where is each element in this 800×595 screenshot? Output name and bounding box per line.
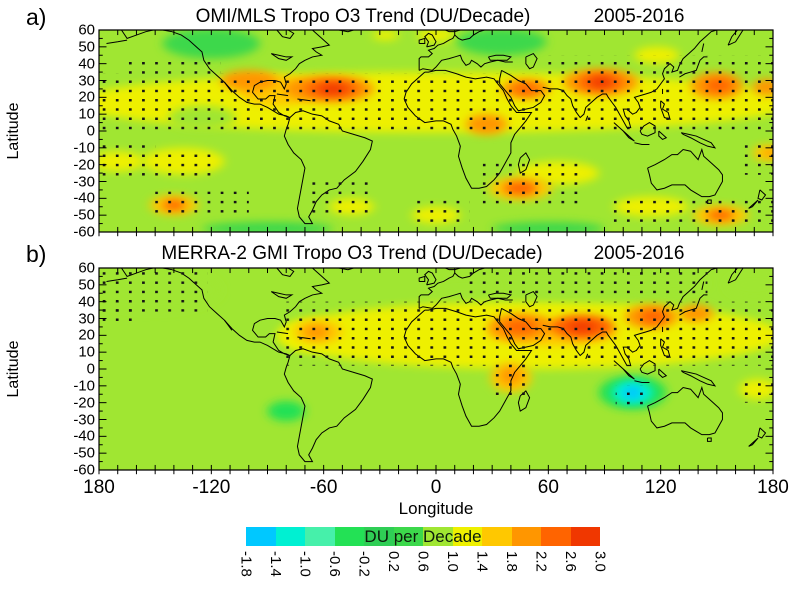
- panel-a-label: a): [26, 4, 47, 30]
- colorbar-tick-label: -1.4: [267, 551, 284, 577]
- lon-tick-label: -60: [309, 477, 338, 498]
- colorbar-tick-label: -0.2: [355, 551, 373, 577]
- lat-tick-label: 10: [78, 343, 95, 361]
- lon-tick-label: -120: [192, 477, 231, 498]
- lat-tick-label: -20: [73, 394, 95, 412]
- panel-a-map: [99, 30, 773, 232]
- colorbar-segment: [393, 527, 423, 546]
- lat-tick-label: 0: [86, 122, 95, 140]
- colorbar-segment: [452, 527, 482, 546]
- stipple-significance: [99, 55, 773, 226]
- colorbar-segment: [541, 527, 571, 546]
- lat-tick-label: -20: [73, 156, 95, 174]
- colorbar-tick-label: 2.6: [562, 551, 579, 572]
- colorbar-segment: [246, 527, 276, 546]
- lat-tick-label: 0: [86, 360, 95, 378]
- map-border: [99, 268, 773, 470]
- panel-b-title: MERRA-2 GMI Tropo O3 Trend (DU/Decade): [161, 243, 543, 264]
- lat-tick-label: 20: [78, 88, 95, 106]
- colorbar: [246, 527, 600, 546]
- panel-a-yaxis-label: Latitude: [5, 102, 22, 160]
- stipple-significance: [99, 271, 773, 410]
- colorbar-tick-label: -1.0: [296, 551, 314, 577]
- lat-tick-label: 50: [78, 276, 95, 294]
- lon-tick-label: 0: [430, 477, 442, 498]
- lon-tick-label: 180: [83, 477, 115, 498]
- panel-b-yaxis-label: Latitude: [5, 340, 22, 398]
- colorbar-segment: [305, 527, 335, 546]
- colorbar-tick-label: 0.2: [385, 551, 402, 572]
- panel-b-map: [99, 268, 773, 470]
- lat-tick-label: 30: [78, 72, 95, 89]
- colorbar-tick-label: 1.0: [444, 551, 461, 572]
- panel-a-period: 2005-2016: [593, 6, 685, 27]
- lon-tick-label: 120: [644, 477, 677, 498]
- lat-tick-label: -50: [73, 444, 95, 462]
- panel-b-label: b): [26, 241, 47, 267]
- colorbar-title: DU per Decade: [364, 527, 482, 546]
- lat-tick-label: -60: [73, 461, 95, 479]
- lat-tick-label: 30: [78, 310, 95, 327]
- lat-tick-label: -40: [73, 427, 95, 445]
- colorbar-tick-label: 2.2: [532, 551, 550, 572]
- colorbar-tick-label: 0.6: [414, 551, 432, 572]
- x-axis-label: Longitude: [398, 499, 474, 518]
- lon-tick-label: 180: [757, 477, 789, 498]
- lat-tick-label: -60: [73, 223, 95, 241]
- lat-tick-label: 40: [78, 293, 95, 311]
- colorbar-segment: [364, 527, 394, 546]
- colorbar-tick-label: 3.0: [591, 551, 609, 572]
- lat-tick-label: -30: [73, 411, 95, 428]
- colorbar-segment: [570, 527, 600, 546]
- colorbar-tick-label: 1.8: [503, 551, 520, 572]
- lat-tick-label: -50: [73, 206, 95, 224]
- colorbar-tick-label: -0.6: [326, 551, 343, 577]
- map-border: [99, 30, 773, 232]
- lat-tick-label: -40: [73, 189, 95, 207]
- axis-ticks: [99, 30, 773, 236]
- map-background: [99, 268, 773, 470]
- lat-tick-label: 10: [78, 105, 95, 123]
- colorbar-segment: [334, 527, 364, 546]
- colorbar-segment: [482, 527, 512, 546]
- panel-b-period: 2005-2016: [593, 243, 685, 264]
- lon-tick-label: 60: [537, 477, 559, 498]
- lat-tick-label: 40: [78, 55, 95, 73]
- lat-tick-label: -10: [73, 139, 95, 157]
- lat-tick-label: -10: [73, 377, 95, 395]
- colorbar-segment: [423, 527, 453, 546]
- lat-tick-label: 20: [78, 326, 95, 344]
- lat-tick-label: -30: [73, 173, 95, 190]
- panel-a-title: OMI/MLS Tropo O3 Trend (DU/Decade): [195, 6, 531, 27]
- colorbar-segment: [275, 527, 305, 546]
- lat-tick-label: 60: [78, 21, 95, 39]
- lat-tick-label: 60: [78, 259, 95, 277]
- colorbar-segment: [511, 527, 541, 546]
- colorbar-tick-label: -1.8: [237, 551, 255, 577]
- colorbar-tick-label: 1.4: [473, 551, 491, 572]
- lat-tick-label: 50: [78, 38, 95, 56]
